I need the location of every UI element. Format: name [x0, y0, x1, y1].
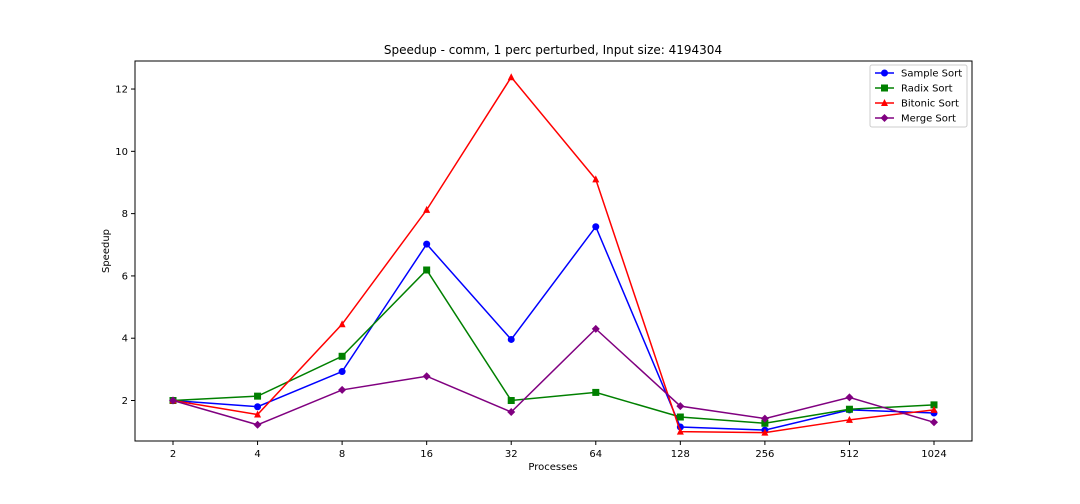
legend-item-sample-sort: Sample Sort [875, 69, 962, 80]
legend-marker [880, 114, 889, 122]
chart-title: Speedup - comm, 1 perc perturbed, Input … [384, 43, 722, 57]
data-point-bitonic-sort [845, 415, 853, 423]
data-point-bitonic-sort [338, 320, 346, 328]
x-tick-label: 8 [339, 449, 345, 460]
data-point-radix-sort [592, 388, 600, 396]
data-point-merge-sort [253, 420, 262, 429]
data-point-bitonic-sort [592, 175, 600, 183]
x-tick-label: 16 [420, 449, 433, 460]
legend-marker [881, 69, 888, 77]
x-tick-label: 128 [671, 449, 690, 460]
x-axis-label: Processes [528, 462, 577, 473]
series-line-sample-sort [172, 225, 935, 431]
data-point-radix-sort [930, 401, 938, 409]
series-merge-sort [169, 324, 938, 429]
series-radix-sort [169, 266, 938, 427]
y-axis-ticks: 2 4 6 8 10 12 [115, 85, 135, 407]
data-point-merge-sort [338, 385, 347, 394]
data-point-bitonic-sort [254, 410, 262, 418]
legend-label: Radix Sort [901, 84, 953, 95]
data-point-sample-sort [507, 335, 515, 343]
y-tick-label: 4 [122, 334, 128, 345]
x-tick-label: 256 [755, 449, 774, 460]
series-bitonic-sort [169, 73, 938, 436]
x-tick-label: 2 [170, 449, 176, 460]
y-tick-label: 12 [115, 85, 128, 96]
x-tick-label: 64 [589, 449, 602, 460]
data-point-merge-sort [169, 396, 177, 405]
data-point-merge-sort [930, 418, 938, 427]
data-point-merge-sort [845, 393, 854, 402]
data-point-sample-sort [423, 240, 431, 248]
data-point-merge-sort [422, 372, 431, 381]
legend-item-radix-sort: Radix Sort [875, 84, 953, 95]
y-tick-label: 6 [122, 271, 128, 282]
data-point-sample-sort [254, 403, 262, 411]
data-point-radix-sort [507, 397, 515, 405]
x-tick-label: 512 [840, 449, 859, 460]
data-point-merge-sort [676, 402, 685, 411]
legend-marker [881, 84, 888, 92]
y-axis-label: Speedup [101, 229, 112, 273]
series-layer [169, 73, 938, 436]
data-point-bitonic-sort [761, 428, 769, 436]
series-line-merge-sort [172, 327, 935, 426]
x-tick-label: 4 [254, 449, 260, 460]
data-point-bitonic-sort [930, 405, 938, 413]
data-point-radix-sort [845, 405, 853, 413]
x-tick-label: 1024 [921, 449, 946, 460]
legend-label: Bitonic Sort [901, 99, 959, 110]
x-tick-label: 32 [505, 449, 518, 460]
data-point-bitonic-sort [507, 73, 515, 81]
data-point-sample-sort [338, 368, 346, 376]
data-point-radix-sort [676, 413, 684, 421]
series-line-bitonic-sort [172, 75, 935, 434]
data-point-bitonic-sort [676, 427, 684, 435]
legend-marker [881, 99, 888, 106]
y-tick-label: 8 [122, 209, 128, 220]
legend-label: Merge Sort [901, 114, 956, 125]
legend-label: Sample Sort [901, 69, 962, 80]
legend-box [869, 64, 968, 128]
series-sample-sort [169, 223, 938, 434]
data-point-merge-sort [760, 414, 769, 423]
data-point-radix-sort [338, 352, 346, 360]
data-point-bitonic-sort [423, 205, 431, 213]
series-line-radix-sort [172, 268, 935, 425]
data-point-sample-sort [592, 223, 600, 231]
legend: Sample Sort Radix Sort Bitonic Sort Merge S… [869, 64, 968, 128]
data-point-merge-sort [507, 408, 516, 417]
x-axis-ticks: 2 4 8 16 32 64 128 256 512 1024 [170, 441, 947, 460]
data-point-radix-sort [761, 419, 769, 427]
y-tick-label: 10 [115, 147, 128, 158]
plot-area [134, 60, 973, 442]
legend-item-bitonic-sort: Bitonic Sort [875, 99, 959, 110]
data-point-radix-sort [423, 266, 431, 274]
legend-item-merge-sort: Merge Sort [875, 114, 956, 125]
y-tick-label: 2 [122, 396, 128, 407]
data-point-radix-sort [254, 392, 262, 400]
data-point-merge-sort [591, 324, 600, 333]
